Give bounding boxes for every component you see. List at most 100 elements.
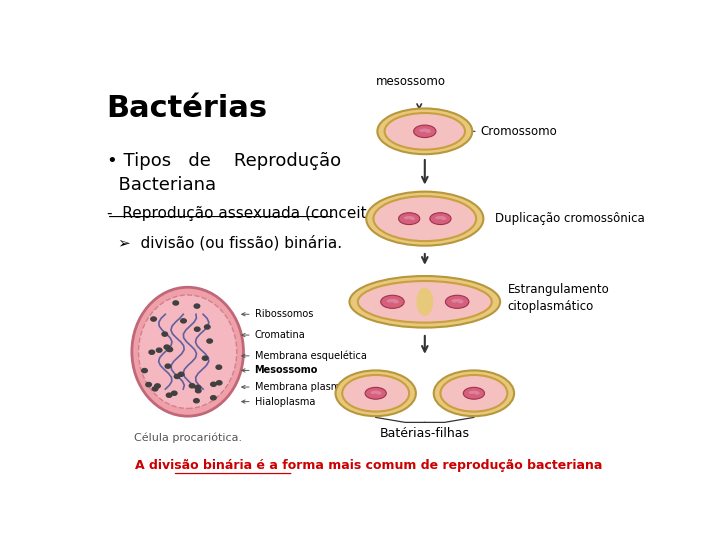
Ellipse shape — [399, 213, 420, 225]
Ellipse shape — [453, 299, 459, 302]
Circle shape — [194, 399, 199, 403]
Ellipse shape — [441, 217, 446, 220]
Ellipse shape — [374, 196, 476, 241]
Text: Batérias-filhas: Batérias-filhas — [380, 427, 470, 441]
Circle shape — [152, 387, 158, 391]
Ellipse shape — [416, 288, 433, 316]
Ellipse shape — [358, 281, 492, 322]
Ellipse shape — [392, 299, 398, 302]
Circle shape — [210, 396, 216, 400]
Ellipse shape — [349, 276, 500, 328]
Circle shape — [181, 319, 186, 323]
Text: • Tipos   de    Reprodução
  Bacteriana: • Tipos de Reprodução Bacteriana — [107, 152, 341, 194]
Ellipse shape — [423, 129, 428, 132]
Ellipse shape — [377, 109, 472, 154]
Circle shape — [216, 365, 222, 369]
Circle shape — [179, 372, 184, 376]
Text: Membrana esquelética: Membrana esquelética — [255, 350, 366, 361]
Circle shape — [164, 345, 170, 349]
Ellipse shape — [470, 390, 476, 394]
Circle shape — [204, 325, 210, 329]
Ellipse shape — [438, 216, 444, 219]
Ellipse shape — [404, 217, 409, 219]
Ellipse shape — [451, 299, 457, 302]
Text: Bactérias: Bactérias — [107, 94, 268, 123]
Text: Cromossomo: Cromossomo — [481, 125, 557, 138]
Ellipse shape — [371, 391, 376, 394]
Text: A divisão binária é a forma mais comum de reprodução bacteriana: A divisão binária é a forma mais comum d… — [135, 460, 603, 472]
Circle shape — [195, 389, 201, 393]
Ellipse shape — [409, 217, 415, 219]
Circle shape — [194, 327, 200, 331]
Ellipse shape — [132, 287, 243, 416]
Circle shape — [207, 339, 212, 343]
Ellipse shape — [138, 295, 237, 408]
Ellipse shape — [474, 392, 480, 395]
Ellipse shape — [455, 299, 462, 302]
Circle shape — [167, 347, 173, 352]
Ellipse shape — [463, 387, 485, 399]
Ellipse shape — [457, 299, 463, 302]
Ellipse shape — [441, 217, 446, 219]
Circle shape — [202, 356, 208, 360]
Ellipse shape — [472, 390, 477, 394]
Circle shape — [189, 384, 195, 388]
Ellipse shape — [376, 391, 381, 394]
Ellipse shape — [430, 213, 451, 225]
Ellipse shape — [336, 370, 416, 416]
Ellipse shape — [425, 129, 431, 132]
Text: Duplicação cromossônica: Duplicação cromossônica — [495, 212, 644, 225]
Ellipse shape — [433, 370, 514, 416]
Circle shape — [194, 304, 199, 308]
Ellipse shape — [366, 192, 483, 246]
Circle shape — [173, 301, 179, 305]
Ellipse shape — [410, 217, 415, 220]
Ellipse shape — [413, 125, 436, 138]
Ellipse shape — [372, 390, 377, 394]
Ellipse shape — [421, 129, 426, 132]
Ellipse shape — [384, 113, 465, 150]
Circle shape — [150, 317, 156, 321]
Text: Mesossomo: Mesossomo — [255, 366, 318, 375]
Text: Hialoplasma: Hialoplasma — [255, 396, 315, 407]
Circle shape — [156, 348, 162, 352]
Ellipse shape — [393, 300, 399, 303]
Ellipse shape — [377, 392, 382, 395]
Text: Célula procariótica.: Célula procariótica. — [134, 433, 242, 443]
Ellipse shape — [441, 375, 508, 411]
Ellipse shape — [458, 300, 464, 303]
Ellipse shape — [435, 217, 441, 219]
Circle shape — [217, 381, 222, 385]
Ellipse shape — [446, 295, 469, 308]
Ellipse shape — [365, 387, 387, 399]
Circle shape — [166, 347, 172, 351]
Ellipse shape — [437, 216, 442, 219]
Circle shape — [165, 364, 171, 368]
Ellipse shape — [405, 216, 411, 219]
Text: ➢  divisão (ou fissão) binária.: ➢ divisão (ou fissão) binária. — [118, 235, 342, 251]
Ellipse shape — [374, 390, 379, 394]
Circle shape — [149, 350, 155, 354]
Ellipse shape — [388, 299, 395, 302]
Ellipse shape — [408, 216, 413, 219]
Ellipse shape — [469, 391, 474, 394]
Circle shape — [171, 391, 177, 395]
Ellipse shape — [381, 295, 404, 308]
Circle shape — [146, 382, 151, 387]
Circle shape — [155, 384, 161, 388]
Text: mesossomo: mesossomo — [376, 75, 446, 87]
Text: -  Reprodução assexuada (conceito?):: - Reprodução assexuada (conceito?): — [107, 206, 395, 221]
Ellipse shape — [474, 391, 479, 394]
Circle shape — [195, 385, 201, 389]
Circle shape — [211, 382, 216, 386]
Ellipse shape — [342, 375, 409, 411]
Text: Ribossomos: Ribossomos — [255, 309, 313, 319]
Text: Cromatina: Cromatina — [255, 330, 305, 340]
Circle shape — [166, 393, 172, 397]
Circle shape — [142, 368, 148, 373]
Ellipse shape — [390, 299, 397, 302]
Ellipse shape — [426, 130, 431, 133]
Ellipse shape — [419, 129, 425, 132]
Text: Membrana plasmática: Membrana plasmática — [255, 382, 364, 392]
Ellipse shape — [387, 299, 392, 302]
